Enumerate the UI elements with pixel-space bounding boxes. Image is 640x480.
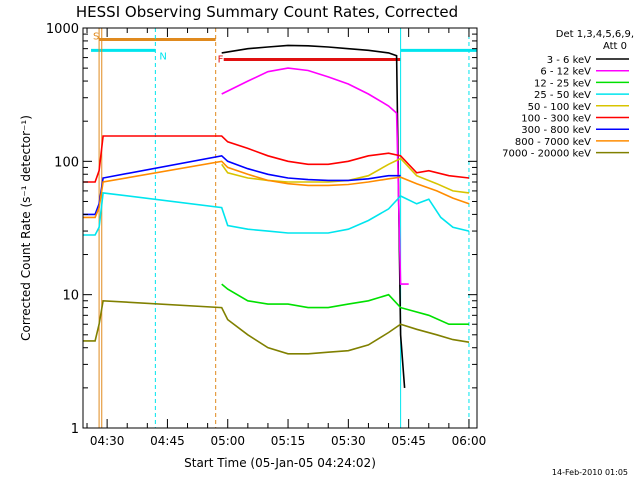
legend-header-detectors: Det 1,3,4,5,6,9, [556, 29, 634, 40]
flag-label-f: F [218, 55, 224, 66]
legend-entry-label: 6 - 12 keV [540, 67, 591, 78]
legend-entry-label: 100 - 300 keV [521, 114, 591, 125]
y-tick-label: 100 [54, 155, 79, 170]
series-line-12-25-kev [221, 283, 469, 326]
series-line-7000-20000-kev [83, 299, 470, 355]
legend-entry-label: 12 - 25 keV [534, 78, 591, 89]
legend-entry-label: 300 - 800 keV [521, 125, 591, 136]
series-line-25-50-kev [83, 192, 470, 236]
legend-entry-label: 7000 - 20000 keV [502, 149, 591, 160]
x-tick-label: 06:00 [452, 434, 487, 448]
y-tick-label: 1000 [46, 22, 79, 37]
flag-label-s: S [93, 31, 99, 42]
legend-header-attenuator: Att 0 [603, 41, 627, 52]
series-line-100-300-kev [83, 135, 470, 183]
x-axis-label: Start Time (05-Jan-05 04:24:02) [184, 456, 376, 470]
legend-entry-label: 50 - 100 keV [528, 102, 592, 113]
chart-title: HESSI Observing Summary Count Rates, Cor… [76, 3, 458, 21]
legend-entry-label: 800 - 7000 keV [515, 137, 591, 148]
legend-entry-label: 3 - 6 keV [547, 55, 591, 66]
x-tick-label: 05:15 [271, 434, 306, 448]
x-tick-label: 04:45 [150, 434, 185, 448]
x-tick-label: 04:30 [90, 434, 125, 448]
y-tick-label: 1 [71, 422, 79, 437]
x-tick-label: 05:00 [210, 434, 245, 448]
y-tick-label: 10 [62, 289, 79, 304]
series-line-6-12-kev [221, 67, 409, 285]
y-axis-label: Corrected Count Rate (s⁻¹ detector⁻¹) [19, 115, 33, 341]
legend-entry-label: 25 - 50 keV [534, 90, 591, 101]
x-tick-label: 05:30 [331, 434, 366, 448]
series-line-3-6-kev [221, 44, 406, 388]
flag-label-n: N [159, 51, 166, 62]
x-tick-label: 05:45 [391, 434, 426, 448]
series-line-800-7000-kev [83, 160, 470, 219]
footer-date: 14-Feb-2010 01:05 [552, 468, 628, 477]
plot-frame [82, 27, 478, 429]
